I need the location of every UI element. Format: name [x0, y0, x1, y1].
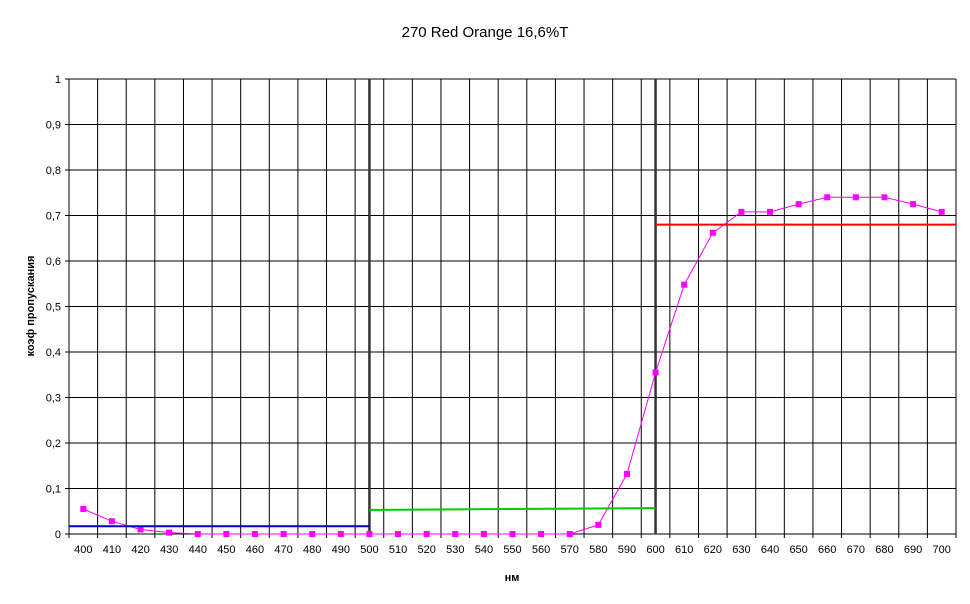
x-tick-label: 700: [933, 544, 951, 556]
data-point: [681, 281, 688, 288]
data-point: [309, 531, 316, 537]
data-point: [767, 208, 774, 215]
x-tick-label: 540: [475, 544, 493, 556]
x-tick-label: 690: [904, 544, 922, 556]
data-point: [480, 531, 487, 537]
x-tick-label: 670: [847, 544, 865, 556]
data-point: [337, 531, 344, 537]
data-point: [709, 229, 716, 236]
x-axis-label: нм: [505, 572, 520, 584]
x-tick-label: 490: [332, 544, 350, 556]
y-tick-label: 0,3: [46, 393, 61, 405]
data-point: [366, 531, 373, 537]
data-point: [137, 526, 144, 533]
x-tick-label: 430: [160, 544, 178, 556]
x-tick-label: 470: [274, 544, 292, 556]
x-tick-label: 460: [246, 544, 264, 556]
data-point: [452, 531, 459, 537]
x-tick-label: 480: [303, 544, 321, 556]
y-tick-label: 0,2: [46, 438, 61, 450]
data-point: [595, 521, 602, 528]
tick-labels: 0 0,1 0,2 0,3 0,4 0,5 0,6 0,7 0,8 0,9 1 400 410 420 43…: [46, 74, 951, 556]
x-tick-label: 650: [789, 544, 807, 556]
x-tick-label: 660: [818, 544, 836, 556]
x-tick-label: 520: [417, 544, 435, 556]
data-point: [652, 369, 659, 376]
x-tick-label: 400: [74, 544, 92, 556]
x-tick-label: 640: [761, 544, 779, 556]
chart-title: 270 Red Orange 16,6%T: [402, 24, 569, 41]
data-point: [538, 531, 545, 537]
y-tick-label: 0,1: [46, 484, 61, 496]
data-point: [280, 531, 287, 537]
vertical-markers: [368, 79, 657, 534]
x-tick-label: 440: [189, 544, 207, 556]
data-point: [852, 194, 859, 201]
y-tick-label: 0,5: [46, 302, 61, 314]
x-tick-label: 560: [532, 544, 550, 556]
x-tick-label: 680: [875, 544, 893, 556]
y-tick-label: 0,8: [46, 165, 61, 177]
data-point: [738, 208, 745, 215]
x-tick-label: 600: [646, 544, 664, 556]
x-tick-label: 620: [704, 544, 722, 556]
x-tick-label: 530: [446, 544, 464, 556]
data-point: [423, 531, 430, 537]
data-point: [824, 194, 831, 201]
y-tick-label: 0,9: [46, 120, 61, 132]
x-tick-label: 610: [675, 544, 693, 556]
data-point: [623, 470, 630, 477]
y-tick-label: 0: [55, 529, 61, 541]
data-point: [251, 531, 258, 537]
data-point: [566, 531, 573, 537]
series-line: [369, 507, 656, 511]
x-tick-label: 570: [561, 544, 579, 556]
y-tick-label: 0,7: [46, 211, 61, 223]
data-point: [108, 518, 115, 525]
data-point: [509, 531, 516, 537]
data-point: [223, 531, 230, 537]
data-point: [395, 531, 402, 537]
x-tick-label: 630: [732, 544, 750, 556]
data-point: [166, 529, 173, 536]
x-tick-label: 590: [618, 544, 636, 556]
data-point: [80, 505, 87, 512]
x-tick-label: 410: [103, 544, 121, 556]
data-point: [881, 194, 888, 201]
y-axis-label: коэф пропускания: [25, 256, 37, 357]
y-tick-label: 1: [55, 74, 61, 86]
data-point: [938, 208, 945, 215]
x-tick-label: 500: [360, 544, 378, 556]
x-tick-label: 450: [217, 544, 235, 556]
x-tick-label: 420: [131, 544, 149, 556]
x-tick-label: 580: [589, 544, 607, 556]
x-tick-label: 510: [389, 544, 407, 556]
grid: [65, 78, 957, 538]
x-tick-label: 550: [503, 544, 521, 556]
data-point: [194, 531, 201, 537]
series-group: [69, 194, 956, 537]
y-tick-label: 0,4: [46, 347, 61, 359]
data-point: [795, 201, 802, 208]
data-point: [910, 201, 917, 208]
y-tick-label: 0,6: [46, 256, 61, 268]
